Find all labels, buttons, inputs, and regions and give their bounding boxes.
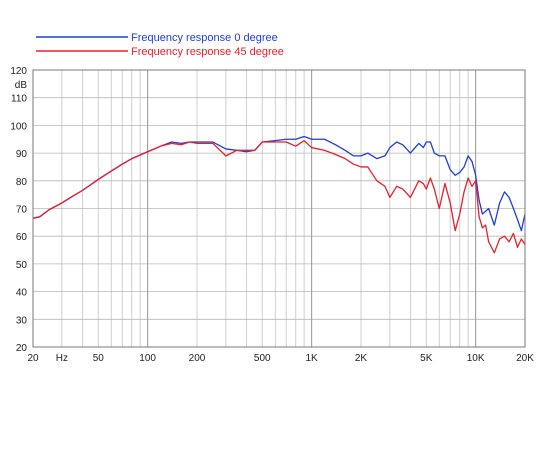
x-tick-label: 20 [27,353,39,364]
legend-label: Frequency response 45 degree [131,46,284,58]
y-tick-label: 90 [16,149,28,160]
x-tick-label: 50 [93,353,105,364]
y-tick-label: 40 [16,288,28,299]
x-tick-label: 500 [254,353,271,364]
y-tick-label: 60 [16,232,28,243]
y-tick-label: 100 [10,121,27,132]
x-tick-label: 2K [355,353,368,364]
legend-label: Frequency response 0 degree [131,32,278,44]
grid-major [147,70,477,347]
y-tick-label: 80 [16,177,28,188]
x-tick-label: Hz [56,353,68,364]
x-tick-label: 1K [306,353,319,364]
y-tick-label: 110 [11,94,27,105]
y-tick-label: 30 [16,315,28,326]
x-tick-label: 5K [420,353,433,364]
x-tick-label: 100 [139,353,156,364]
y-tick-label: 70 [16,205,28,216]
x-tick-label: 200 [189,353,206,364]
y-axis-ticks: 120 110 100 90 80 70 60 50 40 30 20 [10,66,27,354]
series-lines [32,135,526,254]
x-tick-label: 20K [516,353,534,364]
x-axis-ticks: 20 Hz 50 100 200 500 1K 2K 5K 10K 20K [27,353,534,364]
y-tick-label: 50 [16,260,28,271]
series-line-45-degree [32,139,526,254]
x-tick-label: 10K [467,353,485,364]
legend: Frequency response 0 degree Frequency res… [36,32,284,58]
y-tick-label: 20 [16,343,28,354]
y-axis-label: dB [15,80,28,91]
y-tick-label: 120 [10,66,27,77]
plot-frame [32,69,526,348]
